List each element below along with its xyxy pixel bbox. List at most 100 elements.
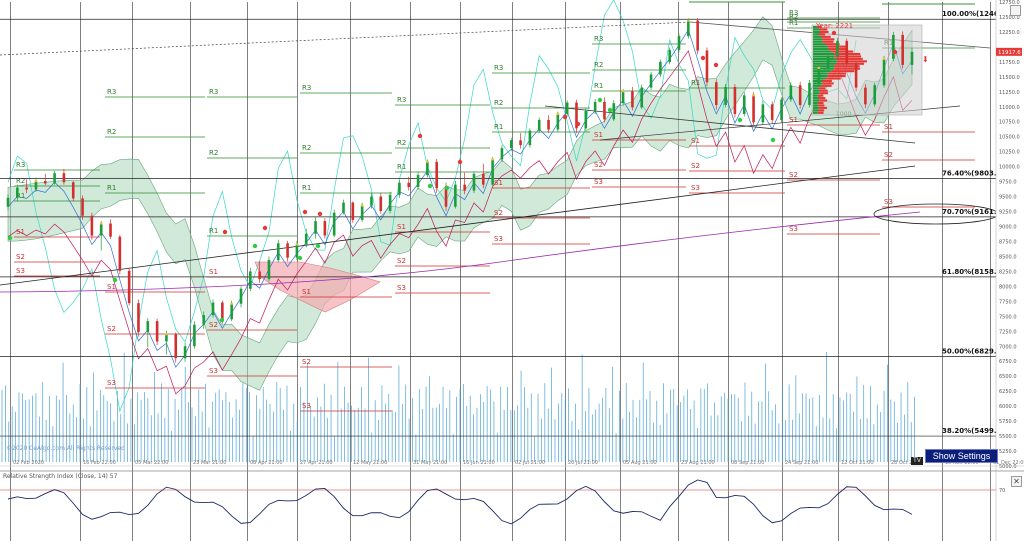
volume-profile-buy-bar [813,45,828,48]
volume-profile-sell-bar [818,33,826,36]
candle-body [426,161,429,176]
date-axis-tick: 16 Feb 22:00 [83,460,116,466]
candle-body [668,49,671,62]
fib-level-label: 70.70%(9161.6) [942,208,1005,216]
volume-profile-buy-bar [813,38,823,41]
date-axis-tick: 01 Dec 22:00 [993,460,1024,466]
candle-doji-marker [687,19,690,22]
signal-dot [222,229,228,235]
volume-profile-buy-bar [813,111,818,114]
candle-body [454,184,457,207]
candle-doji-marker [426,160,429,163]
volume-profile-sell-bar [825,77,841,80]
signal-dot [892,49,898,55]
signal-dot [417,133,423,139]
pivot-support-label: S1 [691,137,700,145]
pivot-resistance-label: R2 [209,149,218,157]
price-axis-tick: 10000.0 [999,165,1020,171]
candle-body [500,148,504,160]
price-axis-tick: 11000.0 [999,105,1020,111]
pivot-resistance-label: R1 [397,163,406,171]
candle-body [584,110,588,129]
candle-body [547,119,550,130]
screenshot-icon[interactable] [1010,5,1021,16]
signal-dot [302,209,308,215]
candle-body [603,101,606,120]
volume-profile-buy-bar [813,67,835,70]
volume-profile-sell-bar [818,97,826,100]
moving-average-line [0,211,921,293]
candle-body [435,161,439,189]
price-axis-tick: 6500.0 [999,374,1017,380]
volume-profile-buy-bar [813,75,828,78]
candle-body [16,187,19,198]
volume-profile-low-label: 1000 [836,111,851,118]
volume-profile-buy-bar [813,48,829,51]
volume-profile-sell-bar [819,92,829,95]
candle-body [249,271,252,289]
candle-body [892,34,895,59]
signal-dot [770,137,776,143]
candle-doji-marker [621,90,625,93]
volume-profile-buy-bar [813,89,820,92]
candle-body [258,271,261,280]
lagging-span-line [7,0,857,413]
price-axis-tick: 9250.0 [999,210,1017,216]
candle-doji-marker [882,57,886,60]
candle-body [463,184,466,191]
volume-profile-sell-bar [822,40,834,43]
candle-body [81,198,84,216]
candle-body [304,233,308,245]
ichimoku-cloud-bearish [254,261,381,313]
watermark-text: ©2020 CeAlgo.com All Rights Reserved [6,445,125,452]
price-axis-tick: 7750.0 [999,299,1017,305]
volume-profile-sell-bar [819,89,828,92]
pivot-resistance-label: R2 [302,144,311,152]
volume-profile-buy-bar [813,79,822,82]
signal-dot [297,255,303,261]
fib-level-label: 76.40%(9803.8) [942,169,1005,177]
candle-body [798,85,802,105]
volume-profile-buy-bar [813,92,820,95]
candle-body [146,321,150,332]
date-axis-tick: 24 Sep 21:00 [785,460,818,466]
date-axis-tick: 08 Sep 21:00 [731,460,764,466]
candle-body [351,202,355,220]
last-price-label: 11917.6 [998,50,1021,56]
volume-profile-buy-bar [813,65,834,68]
close-icon[interactable]: ✕ [1011,476,1022,487]
candle-body [6,197,10,207]
volume-profile-sell-bar [822,82,834,85]
show-settings-button[interactable]: Show Settings [925,449,998,463]
candle-body [714,82,718,105]
candle-body [780,99,783,120]
candle-body [109,223,112,237]
candle-body [62,173,66,183]
candle-body [705,50,709,83]
candle-body [286,243,289,258]
price-axis-tick: 10500.0 [999,135,1020,141]
pivot-support-label: S2 [397,257,406,265]
volume-profile-buy-bar [813,104,819,107]
signal-dot [700,55,706,61]
price-axis-tick: 6750.0 [999,359,1017,365]
candle-body [295,244,299,258]
volume-profile-sell-bar [817,94,824,97]
pivot-support-label: S1 [594,131,603,139]
candle-body [696,20,699,51]
date-axis-tick: 31 May 21:00 [413,460,447,466]
candle-body [230,303,233,320]
price-axis-tick: 8250.0 [999,269,1017,275]
candle-body [621,91,625,104]
candle-body [761,104,765,123]
volume-profile-buy-bar [813,57,836,60]
price-axis-tick: 11250.0 [999,90,1020,96]
candle-body [267,260,271,280]
candle-body [854,63,858,88]
volume-profile-sell-bar [818,87,826,90]
pivot-resistance-label: R1 [107,184,116,192]
volume-profile-sell-bar [817,111,824,114]
signal-dot [427,183,433,189]
volume-profile-sell-bar [816,26,822,29]
pivot-resistance-label: R2 [789,13,798,21]
